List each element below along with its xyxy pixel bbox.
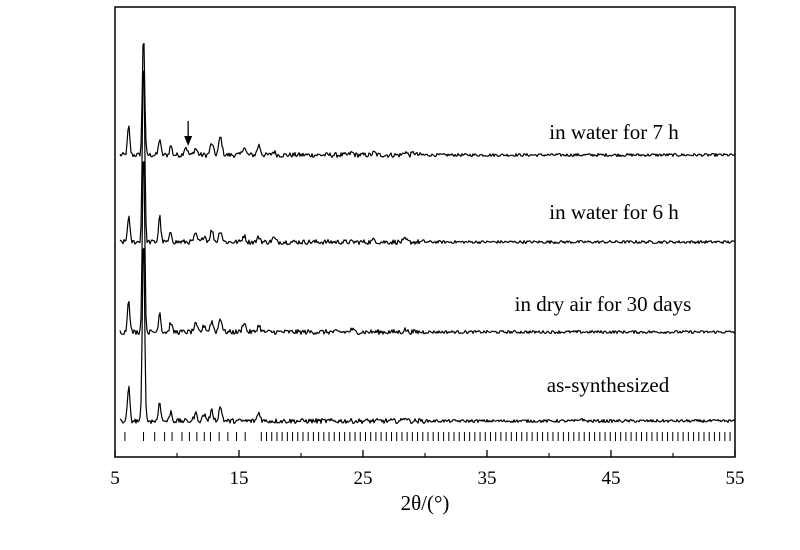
pattern-line: [119, 42, 736, 158]
arrow-head: [184, 136, 193, 146]
x-tick-label: 25: [354, 468, 373, 489]
x-axis-ticks: 5 15 25 35 45 55: [110, 450, 745, 489]
x-tick-label: 35: [478, 468, 497, 489]
x-tick-label: 15: [230, 468, 249, 489]
series-label: in water for 6 h: [549, 200, 679, 224]
series-labels: in water for 7 h in water for 6 h in dry a…: [515, 120, 692, 397]
pattern-line: [119, 161, 736, 335]
x-tick-label: 55: [726, 468, 745, 489]
reference-tick-marks: [124, 432, 731, 441]
x-tick-label: 45: [602, 468, 621, 489]
series-label: in water for 7 h: [549, 120, 679, 144]
pattern-curves: [119, 42, 736, 425]
series-label: as-synthesized: [547, 373, 670, 397]
series-label: in dry air for 30 days: [515, 292, 692, 316]
annotations: [184, 121, 193, 146]
x-axis-title: 2θ/(°): [401, 491, 450, 515]
x-tick-label: 5: [110, 468, 120, 489]
pattern-line: [119, 70, 736, 246]
pattern-line: [119, 247, 736, 425]
